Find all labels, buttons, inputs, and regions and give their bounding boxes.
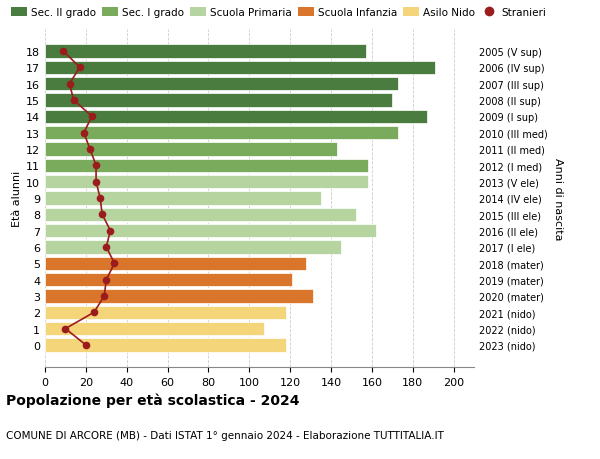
Bar (45, 290, 313, 303)
Legend: Sec. II grado, Sec. I grado, Scuola Primaria, Scuola Infanzia, Asilo Nido, Stran: Sec. II grado, Sec. I grado, Scuola Prim… (11, 7, 546, 18)
Bar (45, 127, 398, 140)
Y-axis label: Anni di nascita: Anni di nascita (553, 157, 563, 240)
Bar (45, 224, 376, 238)
Y-axis label: Età alunni: Età alunni (12, 170, 22, 227)
Text: Popolazione per età scolastica - 2024: Popolazione per età scolastica - 2024 (6, 392, 299, 407)
Bar (45, 273, 292, 287)
Bar (45, 78, 398, 91)
Bar (45, 110, 427, 124)
Bar (45, 338, 286, 352)
Bar (45, 159, 368, 173)
Bar (45, 208, 356, 222)
Text: COMUNE DI ARCORE (MB) - Dati ISTAT 1° gennaio 2024 - Elaborazione TUTTITALIA.IT: COMUNE DI ARCORE (MB) - Dati ISTAT 1° ge… (6, 431, 444, 441)
Bar (45, 45, 366, 59)
Bar (45, 192, 321, 205)
Bar (45, 175, 368, 189)
Bar (45, 62, 435, 75)
Bar (45, 241, 341, 254)
Bar (45, 322, 263, 336)
Bar (45, 257, 307, 270)
Bar (45, 94, 392, 107)
Bar (45, 143, 337, 157)
Bar (45, 306, 286, 319)
